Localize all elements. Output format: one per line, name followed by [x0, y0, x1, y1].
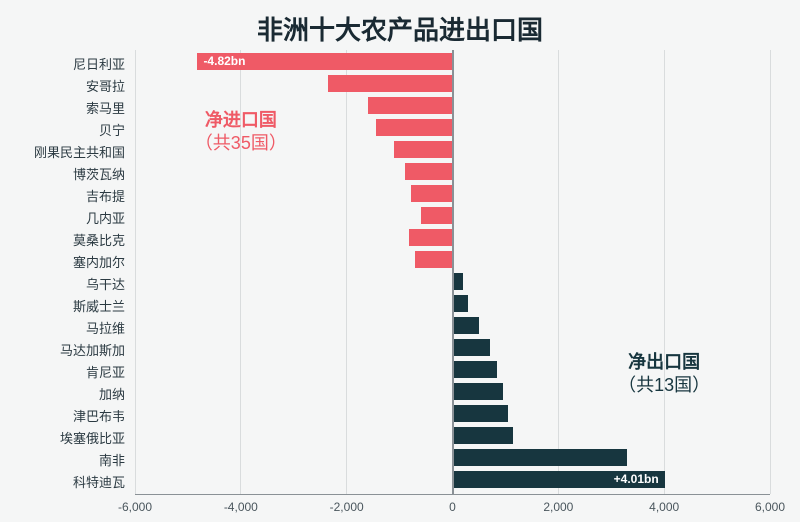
x-tick-label: -4,000 [211, 500, 271, 514]
value-label-last: +4.01bn [604, 472, 659, 486]
y-tick-label: 尼日利亚 [5, 54, 125, 73]
y-tick-label: 马拉维 [5, 318, 125, 337]
grid-line [664, 50, 665, 494]
y-tick-label: 几内亚 [5, 208, 125, 227]
bar [394, 141, 452, 158]
grid-line [770, 50, 771, 494]
x-tick-label: 6,000 [740, 500, 800, 514]
y-tick-label: 博茨瓦纳 [5, 164, 125, 183]
y-tick-label: 吉布提 [5, 186, 125, 205]
bar [453, 361, 498, 378]
y-tick-label: 南非 [5, 450, 125, 469]
chart-title: 非洲十大农产品进出口国 [0, 0, 800, 47]
bar [405, 163, 453, 180]
bar [328, 75, 452, 92]
y-tick-label: 科特迪瓦 [5, 472, 125, 491]
callout-exporters: 净出口国（共13国） [584, 351, 744, 396]
y-tick-label: 莫桑比克 [5, 230, 125, 249]
x-tick-label: -2,000 [317, 500, 377, 514]
y-tick-label: 埃塞俄比亚 [5, 428, 125, 447]
y-tick-label: 安哥拉 [5, 76, 125, 95]
bar [415, 251, 452, 268]
x-tick-label: 4,000 [634, 500, 694, 514]
bar [421, 207, 453, 224]
x-tick-label: 0 [423, 500, 483, 514]
x-tick-label: -6,000 [105, 500, 165, 514]
bar [453, 383, 503, 400]
bar [453, 405, 509, 422]
callout-importers: 净进口国（共35国） [161, 109, 321, 154]
bar [411, 185, 452, 202]
callout-exporters-line2: （共13国） [584, 374, 744, 397]
callout-exporters-line1: 净出口国 [584, 351, 744, 374]
grid-line [135, 50, 136, 494]
bar [453, 273, 464, 290]
y-tick-label: 斯威士兰 [5, 296, 125, 315]
y-tick-label: 津巴布韦 [5, 406, 125, 425]
y-tick-label: 塞内加尔 [5, 252, 125, 271]
grid-line [558, 50, 559, 494]
grid-line [346, 50, 347, 494]
y-tick-label: 乌干达 [5, 274, 125, 293]
chart-area: -6,000-4,000-2,00002,0004,0006,000尼日利亚安哥… [135, 50, 770, 490]
callout-importers-line1: 净进口国 [161, 109, 321, 132]
y-tick-label: 马达加斯加 [5, 340, 125, 359]
value-label-first: -4.82bn [203, 54, 245, 68]
bar [376, 119, 453, 136]
bar [453, 427, 514, 444]
bar [453, 339, 490, 356]
plot-area: -6,000-4,000-2,00002,0004,0006,000尼日利亚安哥… [135, 50, 770, 490]
callout-importers-line2: （共35国） [161, 132, 321, 155]
y-tick-label: 索马里 [5, 98, 125, 117]
y-tick-label: 刚果民主共和国 [5, 142, 125, 161]
bar [368, 97, 453, 114]
bar [453, 449, 628, 466]
y-tick-label: 贝宁 [5, 120, 125, 139]
bar [409, 229, 452, 246]
bar [453, 295, 469, 312]
y-tick-label: 肯尼亚 [5, 362, 125, 381]
zero-grid-line [452, 50, 454, 494]
y-tick-label: 加纳 [5, 384, 125, 403]
x-axis-line [135, 494, 770, 495]
x-tick-label: 2,000 [528, 500, 588, 514]
bar [453, 317, 479, 334]
